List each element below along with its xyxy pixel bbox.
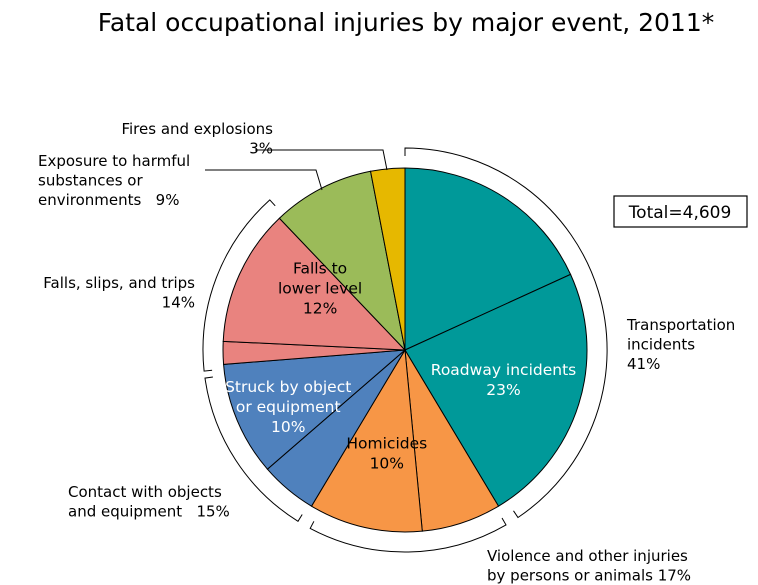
slice-label-homicides: Homicides 10% xyxy=(346,434,427,472)
total-box xyxy=(613,195,748,228)
bracket-violence xyxy=(309,517,507,553)
category-label-transportation-incidents: Transportation incidents 41% xyxy=(626,316,735,373)
category-label-exposure-to-harmful-substances-or-environments: Exposure to harmful substances or environm… xyxy=(38,152,190,209)
slice-fires-and-explosions xyxy=(369,167,406,351)
category-label-fires-and-explosions: Fires and explosions 3% xyxy=(121,120,273,158)
slice-roadway-incidents xyxy=(404,273,588,507)
leader-fires xyxy=(255,149,388,171)
slice-homicides xyxy=(310,348,423,533)
category-label-falls-slips-and-trips: Falls, slips, and trips 14% xyxy=(43,274,195,312)
slice-label-falls-to-lower-level: Falls to lower level 12% xyxy=(278,259,362,317)
category-label-violence-and-other-injuries-by-persons-or-animals: Violence and other injuries by persons or… xyxy=(487,547,691,585)
bracket-contact xyxy=(204,376,303,522)
pie-slices xyxy=(222,167,588,533)
slice-label-roadway-incidents: Roadway incidents 23% xyxy=(431,361,576,399)
category-brackets xyxy=(202,147,608,553)
bracket-transportation xyxy=(404,147,608,519)
slice-labels: Roadway incidents 23%Homicides 10%Struck b… xyxy=(225,259,576,472)
leader-exposure xyxy=(205,169,323,191)
bracket-falls xyxy=(202,199,276,372)
total-label: Total=4,609 xyxy=(628,203,732,223)
slice-falls-to-lower-level xyxy=(222,217,407,351)
slice-transportation-incidents-other xyxy=(404,167,572,351)
leader-lines xyxy=(205,149,388,191)
chart-title: Fatal occupational injuries by major eve… xyxy=(98,8,714,37)
category-labels: Transportation incidents 41% Violence and o… xyxy=(38,120,735,585)
category-label-contact-with-objects-and-equipment: Contact with objects and equipment 15% xyxy=(68,483,230,521)
slice-struck-by-object-or-equipment xyxy=(223,349,407,470)
slice-label-struck-by-object-or-equipment: Struck by object or equipment 10% xyxy=(225,378,351,436)
